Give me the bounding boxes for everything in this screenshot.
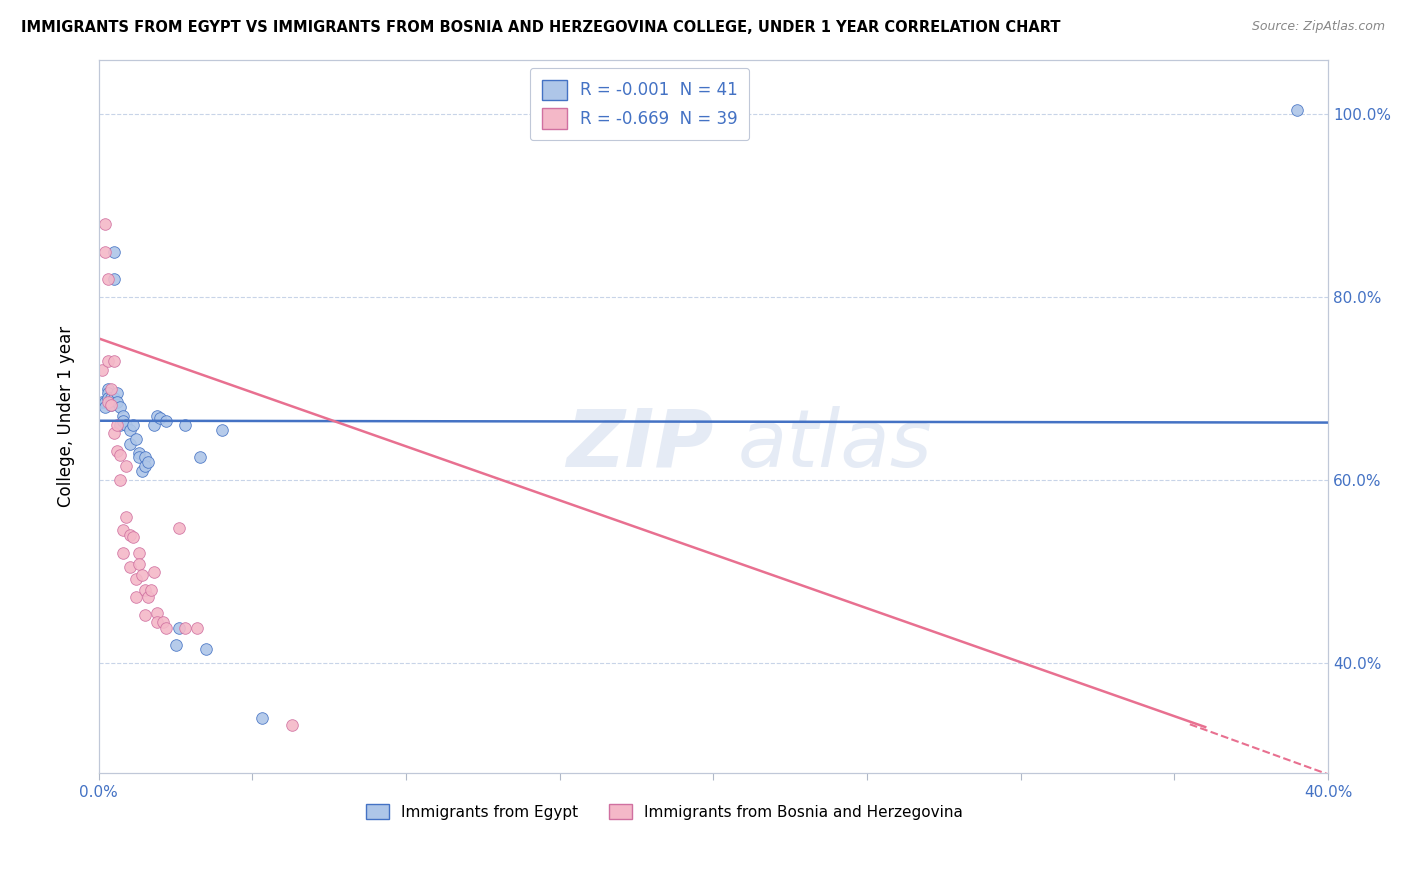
- Point: [100, 391, 122, 405]
- Point: [97, 272, 120, 286]
- Point: [115, 418, 138, 433]
- Point: [146, 606, 169, 620]
- Point: [103, 272, 125, 286]
- Point: [103, 244, 125, 259]
- Point: [143, 565, 166, 579]
- Point: [139, 582, 162, 597]
- Point: [165, 638, 187, 652]
- Point: [128, 446, 150, 460]
- Point: [211, 423, 233, 437]
- Point: [90, 363, 112, 377]
- Point: [100, 382, 122, 396]
- Point: [112, 546, 135, 560]
- Text: atlas: atlas: [738, 406, 932, 483]
- Point: [155, 621, 177, 635]
- Point: [115, 459, 138, 474]
- Point: [131, 464, 153, 478]
- Point: [105, 395, 128, 409]
- Point: [155, 414, 177, 428]
- Point: [112, 409, 135, 424]
- Point: [118, 423, 141, 437]
- Point: [100, 394, 122, 409]
- Point: [94, 217, 117, 231]
- Point: [128, 546, 150, 560]
- Point: [250, 711, 273, 725]
- Point: [110, 473, 132, 487]
- Point: [103, 425, 125, 440]
- Point: [118, 560, 141, 574]
- Point: [152, 615, 174, 629]
- Point: [143, 418, 166, 433]
- Point: [136, 591, 159, 605]
- Point: [94, 244, 117, 259]
- Point: [105, 386, 128, 401]
- Point: [188, 450, 211, 465]
- Point: [149, 411, 172, 425]
- Point: [124, 432, 146, 446]
- Point: [100, 398, 122, 412]
- Point: [112, 524, 135, 538]
- Point: [90, 395, 112, 409]
- Point: [97, 391, 120, 405]
- Point: [100, 398, 122, 412]
- Point: [128, 450, 150, 465]
- Point: [134, 450, 156, 465]
- Point: [173, 418, 195, 433]
- Point: [110, 418, 132, 433]
- Point: [105, 418, 128, 433]
- Text: ZIP: ZIP: [567, 406, 713, 483]
- Point: [146, 615, 169, 629]
- Point: [94, 400, 117, 414]
- Point: [281, 718, 304, 732]
- Point: [195, 642, 218, 657]
- Y-axis label: College, Under 1 year: College, Under 1 year: [58, 326, 75, 507]
- Point: [124, 591, 146, 605]
- Point: [146, 409, 169, 424]
- Point: [121, 530, 143, 544]
- Text: IMMIGRANTS FROM EGYPT VS IMMIGRANTS FROM BOSNIA AND HERZEGOVINA COLLEGE, UNDER 1: IMMIGRANTS FROM EGYPT VS IMMIGRANTS FROM…: [21, 20, 1060, 35]
- Point: [167, 621, 190, 635]
- Point: [134, 459, 156, 474]
- Point: [134, 582, 156, 597]
- Point: [110, 400, 132, 414]
- Point: [105, 444, 128, 458]
- Point: [94, 395, 117, 409]
- Point: [128, 558, 150, 572]
- Point: [110, 448, 132, 462]
- Point: [97, 386, 120, 401]
- Point: [1286, 103, 1309, 117]
- Point: [118, 528, 141, 542]
- Point: [115, 509, 138, 524]
- Point: [167, 521, 190, 535]
- Text: Source: ZipAtlas.com: Source: ZipAtlas.com: [1251, 20, 1385, 33]
- Point: [103, 391, 125, 405]
- Point: [173, 621, 195, 635]
- Point: [103, 354, 125, 368]
- Point: [121, 418, 143, 433]
- Point: [112, 414, 135, 428]
- Point: [131, 568, 153, 582]
- Point: [118, 436, 141, 450]
- Point: [186, 621, 208, 635]
- Point: [97, 354, 120, 368]
- Point: [97, 382, 120, 396]
- Point: [134, 608, 156, 623]
- Point: [124, 572, 146, 586]
- Point: [97, 395, 120, 409]
- Legend: Immigrants from Egypt, Immigrants from Bosnia and Herzegovina: Immigrants from Egypt, Immigrants from B…: [360, 797, 969, 826]
- Point: [136, 455, 159, 469]
